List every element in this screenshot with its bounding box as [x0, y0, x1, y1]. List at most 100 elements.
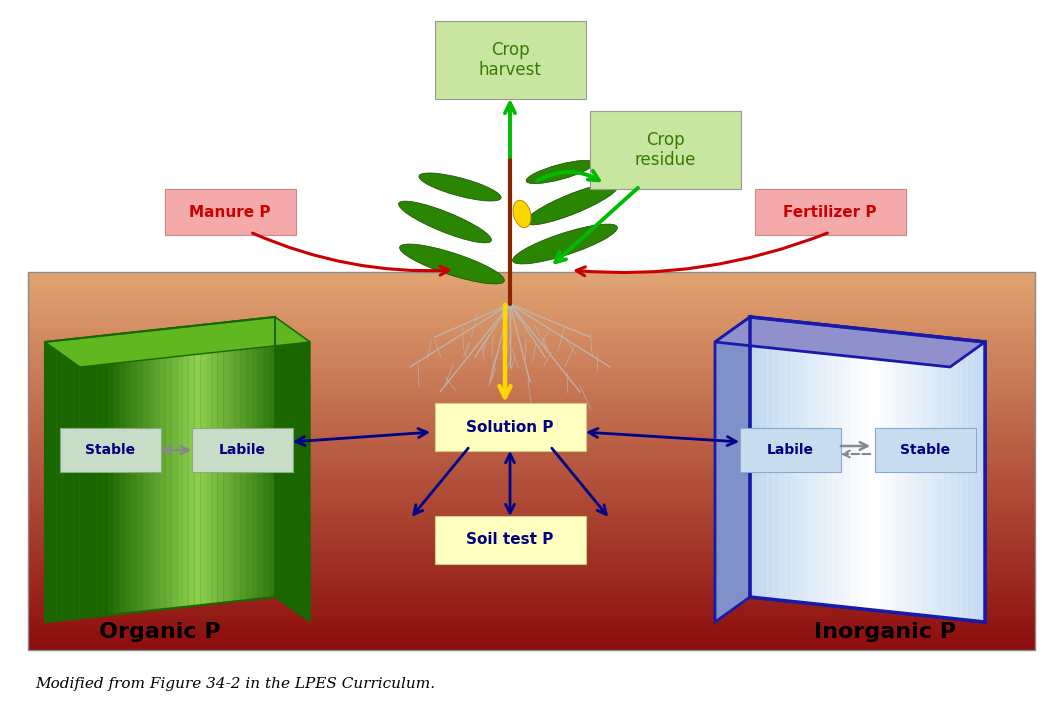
Bar: [28, 638, 1034, 640]
Bar: [28, 313, 1034, 316]
Polygon shape: [253, 319, 258, 599]
Polygon shape: [166, 329, 172, 609]
Polygon shape: [820, 324, 827, 605]
Polygon shape: [80, 338, 85, 618]
Polygon shape: [241, 320, 246, 601]
Bar: [28, 445, 1034, 448]
Bar: [28, 565, 1034, 568]
Text: Inorganic P: Inorganic P: [814, 622, 956, 642]
Bar: [28, 407, 1034, 411]
FancyBboxPatch shape: [435, 21, 586, 99]
Bar: [28, 351, 1034, 354]
Polygon shape: [897, 333, 903, 613]
Bar: [28, 631, 1034, 634]
Bar: [28, 436, 1034, 439]
Bar: [28, 549, 1034, 552]
Bar: [28, 505, 1034, 508]
Polygon shape: [715, 317, 750, 622]
Bar: [28, 471, 1034, 474]
Bar: [28, 307, 1034, 310]
Bar: [28, 515, 1034, 518]
Polygon shape: [956, 339, 961, 619]
Bar: [28, 357, 1034, 360]
Bar: [28, 596, 1034, 599]
Bar: [28, 319, 1034, 323]
Bar: [28, 275, 1034, 278]
Polygon shape: [832, 326, 838, 606]
Polygon shape: [968, 340, 973, 621]
Bar: [28, 578, 1034, 580]
Bar: [28, 442, 1034, 445]
FancyBboxPatch shape: [59, 428, 160, 472]
Polygon shape: [85, 337, 91, 617]
Polygon shape: [108, 334, 114, 615]
Bar: [28, 511, 1034, 515]
Bar: [28, 347, 1034, 351]
Polygon shape: [803, 323, 808, 604]
Polygon shape: [862, 329, 868, 609]
Bar: [28, 344, 1034, 347]
Text: Stable: Stable: [85, 443, 135, 457]
Bar: [28, 571, 1034, 575]
Bar: [28, 451, 1034, 455]
Polygon shape: [750, 317, 985, 622]
Polygon shape: [920, 335, 926, 616]
Bar: [28, 628, 1034, 631]
Bar: [28, 342, 1034, 344]
Polygon shape: [172, 328, 177, 608]
Polygon shape: [246, 320, 253, 600]
Polygon shape: [56, 340, 63, 621]
Bar: [28, 640, 1034, 644]
Polygon shape: [773, 320, 780, 600]
Bar: [28, 603, 1034, 606]
Bar: [28, 580, 1034, 584]
Bar: [28, 291, 1034, 294]
Bar: [28, 382, 1034, 386]
Bar: [28, 464, 1034, 467]
Bar: [28, 521, 1034, 524]
Text: Crop
harvest: Crop harvest: [479, 40, 541, 79]
Polygon shape: [961, 339, 968, 620]
Polygon shape: [850, 328, 856, 608]
Bar: [28, 367, 1034, 370]
FancyBboxPatch shape: [740, 428, 840, 472]
Polygon shape: [45, 317, 275, 622]
Polygon shape: [97, 336, 103, 617]
Bar: [28, 294, 1034, 297]
Bar: [28, 458, 1034, 461]
Polygon shape: [189, 326, 194, 606]
Bar: [28, 272, 1034, 650]
Bar: [28, 370, 1034, 373]
Text: Fertilizer P: Fertilizer P: [783, 204, 876, 219]
Bar: [28, 326, 1034, 329]
Polygon shape: [212, 323, 218, 604]
Polygon shape: [137, 331, 143, 612]
FancyBboxPatch shape: [164, 189, 296, 235]
FancyBboxPatch shape: [435, 403, 586, 451]
Bar: [28, 329, 1034, 332]
Polygon shape: [755, 318, 762, 599]
Polygon shape: [132, 332, 137, 613]
Polygon shape: [715, 317, 985, 367]
Polygon shape: [114, 334, 120, 614]
Bar: [28, 622, 1034, 625]
Bar: [28, 272, 1034, 275]
Bar: [28, 278, 1034, 282]
Polygon shape: [68, 339, 74, 619]
Polygon shape: [74, 338, 80, 619]
FancyBboxPatch shape: [874, 428, 975, 472]
Ellipse shape: [526, 160, 594, 183]
Bar: [28, 619, 1034, 622]
Bar: [28, 555, 1034, 559]
Bar: [28, 423, 1034, 427]
Bar: [28, 647, 1034, 650]
Bar: [28, 518, 1034, 521]
Bar: [28, 411, 1034, 414]
Bar: [28, 432, 1034, 436]
Bar: [28, 483, 1034, 486]
Bar: [28, 398, 1034, 401]
Text: Manure P: Manure P: [189, 204, 271, 219]
Bar: [28, 404, 1034, 407]
Bar: [28, 323, 1034, 326]
Bar: [28, 354, 1034, 357]
